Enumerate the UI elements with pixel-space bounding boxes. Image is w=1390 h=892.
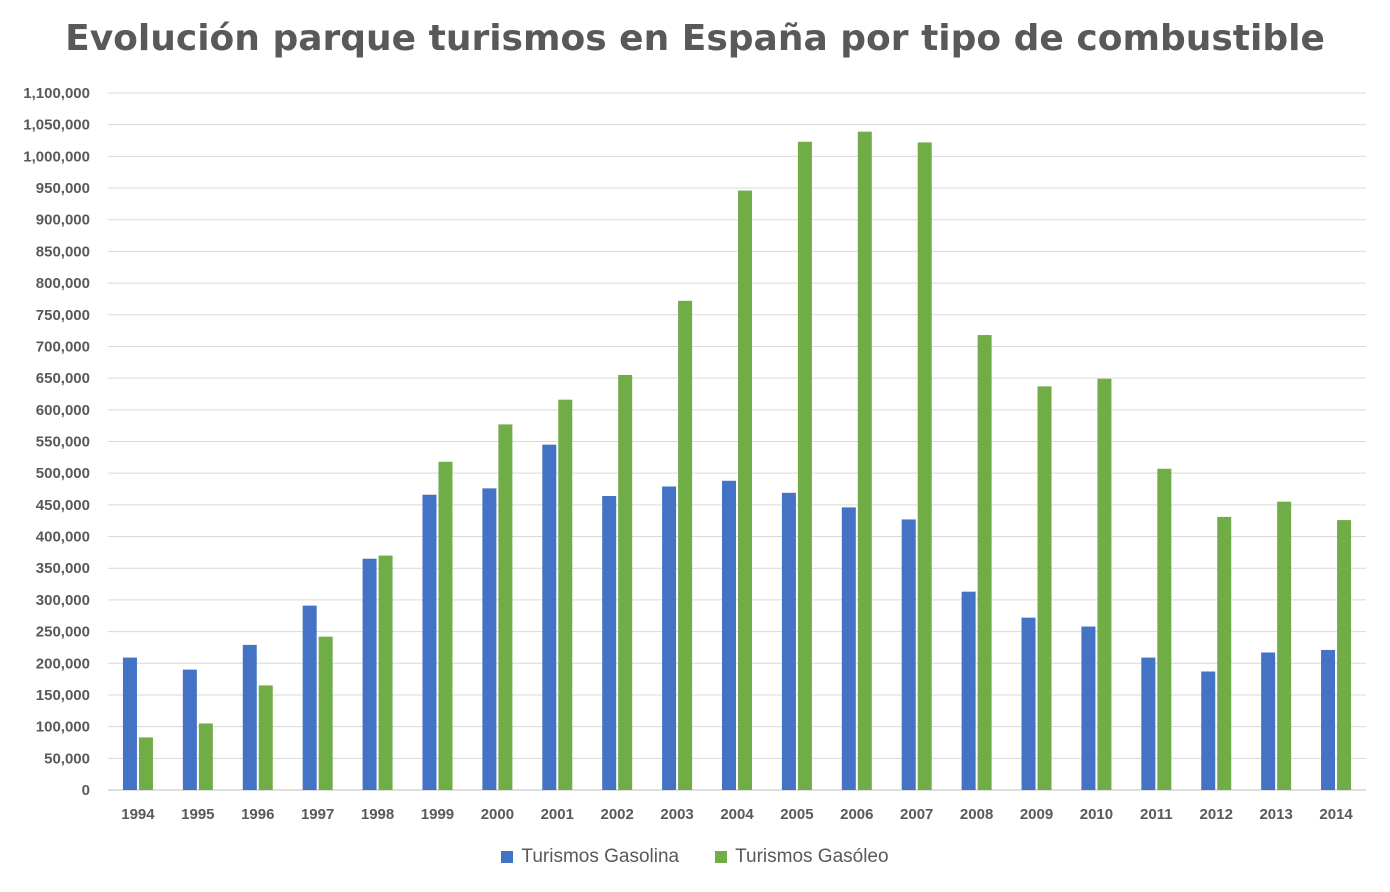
y-tick-label: 950,000 xyxy=(36,180,90,197)
y-tick-label: 1,100,000 xyxy=(23,85,90,102)
bar-gasoleo-1998 xyxy=(378,555,393,790)
y-tick-label: 1,000,000 xyxy=(23,148,90,165)
bar-gasolina-2012 xyxy=(1201,671,1216,790)
gridlines xyxy=(108,92,1366,791)
bar-gasoleo-1994 xyxy=(138,737,153,790)
legend-label-gasoleo: Turismos Gasóleo xyxy=(735,846,889,867)
bar-gasoleo-2012 xyxy=(1217,516,1232,790)
x-tick-label: 1994 xyxy=(121,806,155,823)
bars xyxy=(122,131,1352,791)
bar-gasolina-2006 xyxy=(841,507,856,790)
x-tick-label: 2007 xyxy=(900,806,933,823)
x-tick-label: 2012 xyxy=(1200,806,1233,823)
bar-gasoleo-2011 xyxy=(1157,468,1172,790)
x-axis-ticks: 1994 1995 1996 1997 1998 1999 2000 2001 2002 2003… xyxy=(121,806,1353,823)
bar-gasoleo-2002 xyxy=(618,374,633,790)
bar-gasolina-2001 xyxy=(542,444,557,790)
bar-gasoleo-2008 xyxy=(977,335,992,790)
x-tick-label: 2011 xyxy=(1140,806,1173,823)
y-tick-label: 150,000 xyxy=(36,687,90,704)
x-tick-label: 2013 xyxy=(1259,806,1292,823)
y-tick-label: 100,000 xyxy=(36,719,90,736)
bar-gasoleo-2003 xyxy=(678,300,693,790)
bar-gasolina-2004 xyxy=(722,480,736,790)
y-tick-label: 50,000 xyxy=(44,750,90,767)
bar-gasolina-2007 xyxy=(901,519,916,790)
x-tick-label: 2009 xyxy=(1020,806,1053,823)
y-tick-label: 400,000 xyxy=(36,529,90,546)
legend-swatch-gasolina xyxy=(501,851,514,863)
bar-gasolina-1994 xyxy=(122,657,137,790)
legend-swatch-gasoleo xyxy=(715,851,728,863)
y-tick-label: 700,000 xyxy=(36,338,90,355)
y-tick-label: 250,000 xyxy=(36,624,90,641)
bar-gasolina-1995 xyxy=(182,669,197,790)
bar-gasolina-2005 xyxy=(781,492,796,790)
bar-gasoleo-1996 xyxy=(258,685,273,790)
bar-gasoleo-2005 xyxy=(797,141,812,791)
bar-gasolina-1998 xyxy=(362,558,377,790)
legend: Turismos Gasolina Turismos Gasóleo xyxy=(0,846,1390,868)
bar-gasolina-1996 xyxy=(242,644,257,790)
bar-gasoleo-1999 xyxy=(438,461,453,790)
bar-gasolina-2010 xyxy=(1081,626,1096,790)
bar-gasoleo-2007 xyxy=(917,142,932,790)
bar-gasoleo-2006 xyxy=(857,131,872,790)
bar-gasoleo-2013 xyxy=(1277,501,1292,790)
y-tick-label: 850,000 xyxy=(36,243,90,260)
y-tick-label: 1,050,000 xyxy=(23,117,90,134)
bar-gasolina-2011 xyxy=(1141,657,1156,790)
x-tick-label: 2002 xyxy=(601,806,634,823)
x-tick-label: 1998 xyxy=(361,806,394,823)
x-tick-label: 2000 xyxy=(481,806,514,823)
bar-gasoleo-1997 xyxy=(318,636,333,790)
x-tick-label: 1996 xyxy=(241,806,274,823)
x-tick-label: 2008 xyxy=(960,806,993,823)
y-tick-label: 750,000 xyxy=(36,307,90,324)
x-tick-label: 2004 xyxy=(720,806,754,823)
x-tick-label: 2006 xyxy=(840,806,873,823)
bar-gasolina-2003 xyxy=(662,486,677,790)
y-tick-label: 900,000 xyxy=(36,212,90,229)
y-tick-label: 500,000 xyxy=(36,465,90,482)
bar-gasolina-1999 xyxy=(422,494,437,790)
y-tick-label: 600,000 xyxy=(36,402,90,419)
y-tick-label: 650,000 xyxy=(36,370,90,387)
bar-gasolina-2014 xyxy=(1321,649,1336,790)
x-tick-label: 2010 xyxy=(1080,806,1113,823)
x-tick-label: 2005 xyxy=(780,806,813,823)
y-tick-label: 550,000 xyxy=(36,434,90,451)
y-tick-label: 450,000 xyxy=(36,497,90,514)
bar-gasolina-2009 xyxy=(1021,617,1036,790)
bar-gasoleo-2014 xyxy=(1337,520,1352,790)
bar-gasoleo-2000 xyxy=(498,424,513,790)
legend-item-gasoleo: Turismos Gasóleo xyxy=(715,846,889,868)
x-tick-label: 2001 xyxy=(541,806,574,823)
chart-title: Evolución parque turismos en España por … xyxy=(65,18,1325,59)
bar-gasolina-2008 xyxy=(961,591,976,790)
bar-gasoleo-1995 xyxy=(198,723,213,790)
bar-gasoleo-2009 xyxy=(1037,386,1052,790)
y-tick-label: 200,000 xyxy=(36,655,90,672)
bar-gasolina-2000 xyxy=(482,488,497,790)
bar-gasolina-2013 xyxy=(1261,652,1276,790)
bar-gasoleo-2001 xyxy=(558,399,573,790)
x-tick-label: 1995 xyxy=(181,806,214,823)
bar-gasolina-1997 xyxy=(302,605,317,790)
x-tick-label: 1997 xyxy=(301,806,334,823)
y-tick-label: 800,000 xyxy=(36,275,90,292)
bar-gasoleo-2010 xyxy=(1097,378,1112,790)
x-tick-label: 2003 xyxy=(660,806,693,823)
bar-gasoleo-2004 xyxy=(738,190,752,790)
bar-gasolina-2002 xyxy=(602,495,617,790)
y-tick-label: 350,000 xyxy=(36,560,90,577)
legend-item-gasolina: Turismos Gasolina xyxy=(501,846,679,868)
x-tick-label: 1999 xyxy=(421,806,454,823)
y-axis-ticks: 0 50,000 100,000 150,000 200,000 250,000 300,0… xyxy=(23,85,90,799)
y-tick-label: 0 xyxy=(82,782,90,799)
x-tick-label: 2014 xyxy=(1319,806,1353,823)
legend-label-gasolina: Turismos Gasolina xyxy=(521,846,680,867)
y-tick-label: 300,000 xyxy=(36,592,90,609)
